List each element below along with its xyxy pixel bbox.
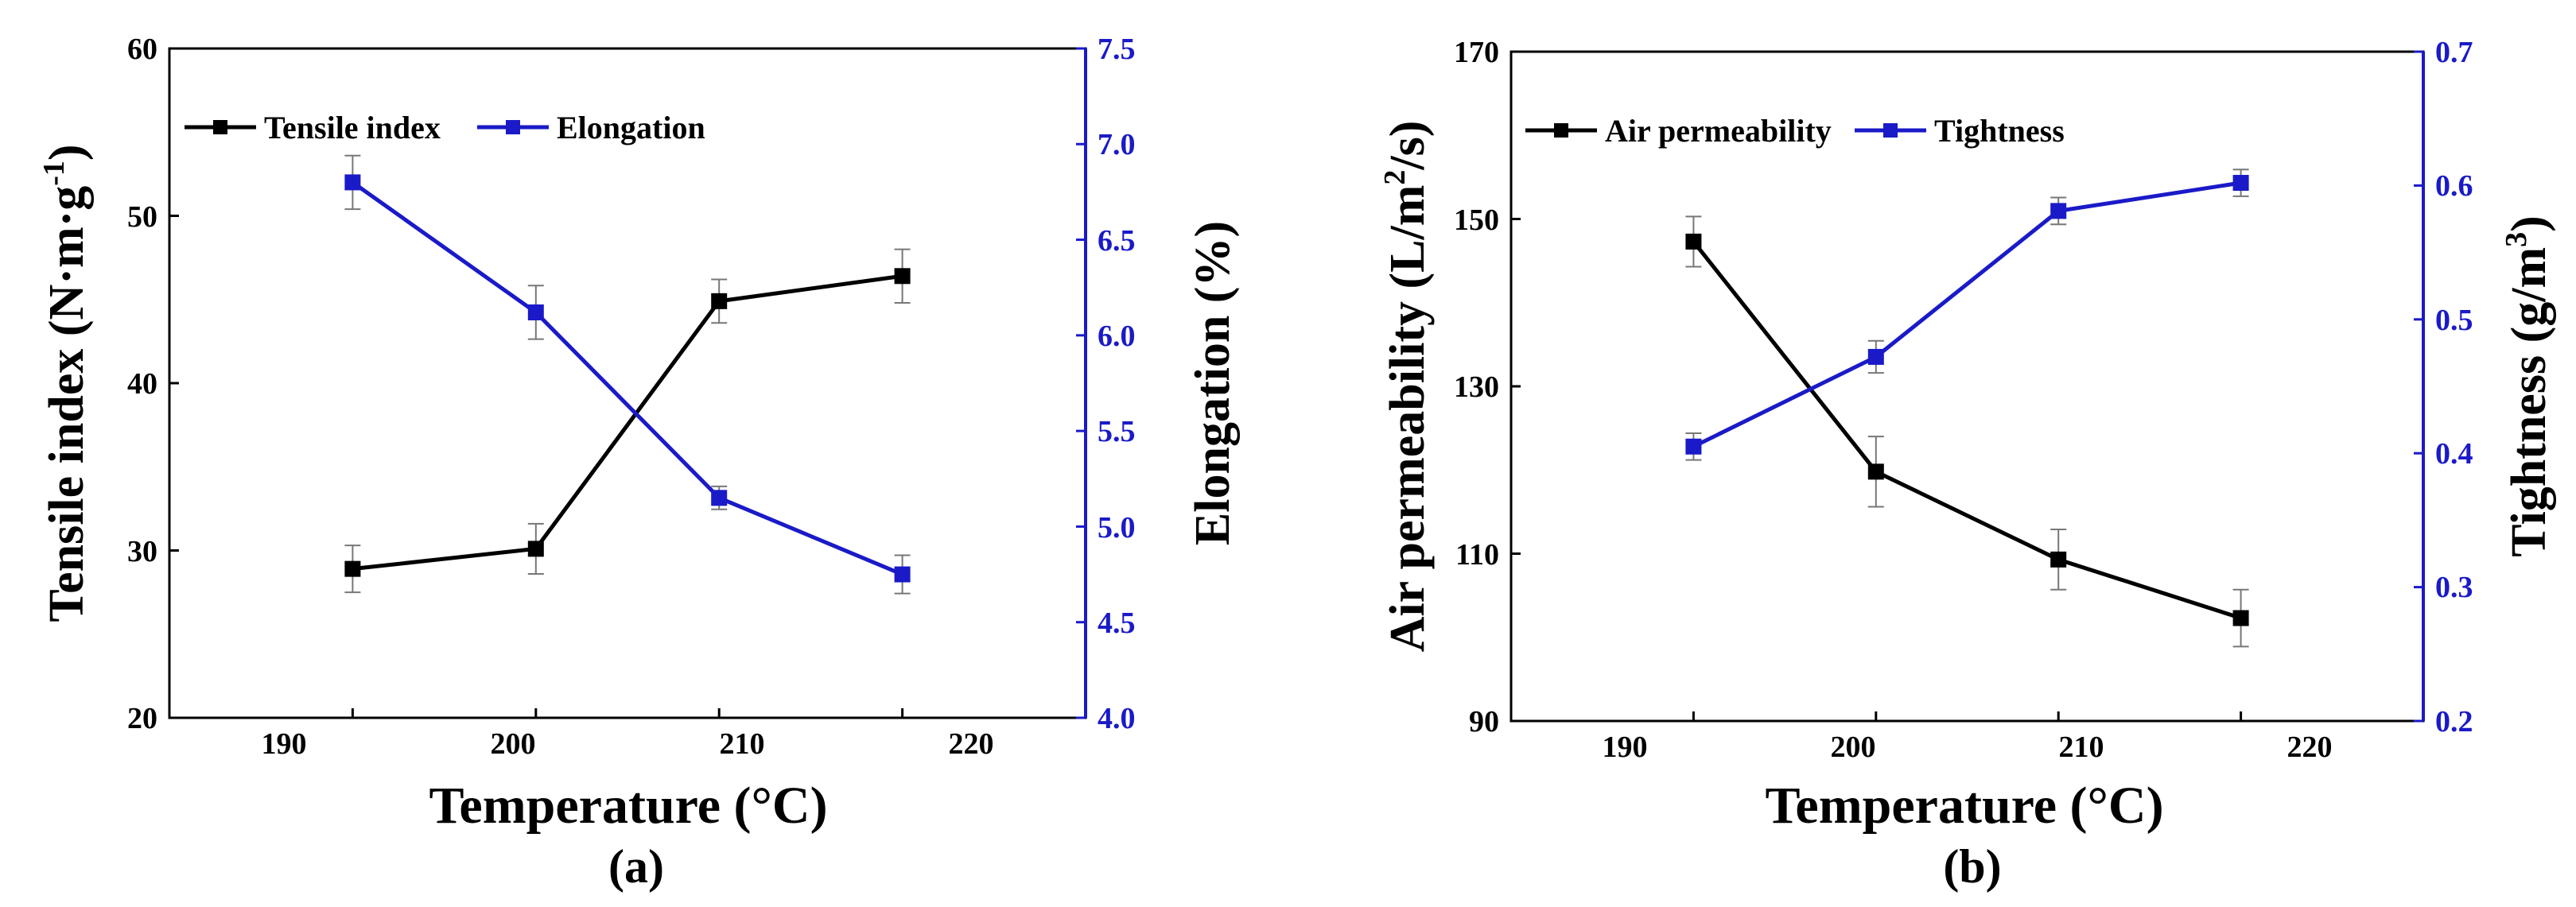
data-point [1867,348,1884,365]
y-tick-label-right: 0.6 [2435,169,2473,203]
data-point [344,560,361,577]
legend-label: Tensile index [264,110,441,145]
y-tick-label-right: 0.5 [2435,304,2473,337]
x-tick-label: 210 [2059,731,2104,764]
data-point [527,304,544,320]
data-point [2050,203,2067,219]
series-line [1692,240,2242,620]
data-point [894,566,911,583]
series-layer-b [1685,169,2249,648]
x-tick-label: 220 [2287,731,2333,764]
y-tick-labels-left-a: 20 30 40 50 60 [127,33,157,735]
y-tick-label-left: 110 [1455,538,1499,572]
y-tick-labels-right-a: 4.0 4.5 5.0 5.5 6.0 6.5 7.0 7.5 [1098,33,1136,735]
y-tick-label-left: 150 [1454,203,1499,237]
x-tick-label: 190 [262,727,307,761]
y-axis-title-left-a: Tensile index (N·m·g-1) [37,144,94,622]
panel-a: 20 30 40 50 60 4.0 4.5 5.0 5.5 6.0 6.5 7… [37,33,1240,893]
series-layer-a [344,154,911,595]
y-axis-title-left-b: Air permeability (L/m2/s) [1378,121,1435,653]
y-axis-title-right-a: Elongation (%) [1186,221,1240,545]
data-point [1867,463,1884,480]
y-tick-label-left: 40 [127,367,157,401]
y-tick-label-right: 0.7 [2435,36,2473,69]
tick-marks-a [169,47,1086,719]
y-tick-label-right: 5.0 [1098,511,1136,545]
y-tick-label-right: 6.0 [1098,320,1136,353]
panel-label-b: (b) [1943,840,2001,893]
y-tick-label-left: 60 [127,33,157,66]
y-tick-label-right: 0.3 [2435,571,2473,604]
data-point [527,541,544,557]
x-tick-label: 200 [491,727,536,761]
series-line [1692,180,2241,449]
series-line [351,180,903,576]
x-tick-label: 190 [1603,731,1648,764]
panel-label-a: (a) [608,840,664,893]
legend-label: Elongation [557,110,705,145]
y-tick-label-left: 30 [127,535,157,568]
data-point [1685,233,1702,250]
x-tick-labels-a: 190 200 210 220 [262,727,994,761]
y-tick-label-right: 4.0 [1098,702,1136,735]
plot-frame-a [168,47,1087,719]
data-point [2232,610,2249,626]
legend-label: Tightness [1934,113,2065,149]
legend-b: Air permeability Tightness [1525,113,2065,149]
data-point [2050,551,2067,568]
legend-label: Air permeability [1605,113,1832,149]
legend-swatch-marker [506,120,520,134]
tick-marks-b [1511,50,2423,723]
y-tick-label-right: 0.2 [2435,705,2473,738]
x-tick-labels-b: 190 200 210 220 [1603,731,2333,764]
y-tick-label-left: 50 [127,200,157,234]
y-tick-label-right: 7.0 [1098,128,1136,161]
y-tick-label-right: 7.5 [1098,33,1136,66]
y-tick-label-left: 170 [1454,36,1499,69]
x-axis-title-a: Temperature (°C) [429,777,827,835]
plot-frame-b [1509,50,2425,723]
y-tick-label-left: 20 [127,702,157,735]
data-point [894,268,911,285]
legend-swatch-marker [1554,123,1568,138]
data-point [711,490,728,506]
y-axis-title-right-b: Tightness (g/m3) [2500,215,2556,557]
legend-swatch-marker [1883,123,1898,138]
x-axis-title-b: Temperature (°C) [1765,777,2163,835]
x-tick-label: 210 [720,727,765,761]
y-tick-label-right: 5.5 [1098,415,1136,448]
y-tick-label-left: 130 [1454,370,1499,404]
y-tick-label-right: 4.5 [1098,607,1136,640]
data-point [344,174,361,191]
y-tick-label-right: 6.5 [1098,224,1136,258]
y-tick-labels-right-b: 0.2 0.3 0.4 0.5 0.6 0.7 [2435,36,2473,738]
data-point [711,293,728,309]
panel-b: 90 110 130 150 170 0.2 0.3 0.4 0.5 0.6 0… [1378,36,2556,893]
x-tick-label: 220 [949,727,994,761]
series-line [352,273,903,572]
y-tick-label-right: 0.4 [2435,437,2473,471]
legend-swatch-marker [213,120,227,134]
legend-a: Tensile index Elongation [185,110,705,145]
data-point [1685,438,1702,455]
y-tick-labels-left-b: 90 110 130 150 170 [1454,36,1499,738]
x-tick-label: 200 [1831,731,1876,764]
data-point [2232,175,2249,192]
y-tick-label-left: 90 [1469,705,1499,738]
